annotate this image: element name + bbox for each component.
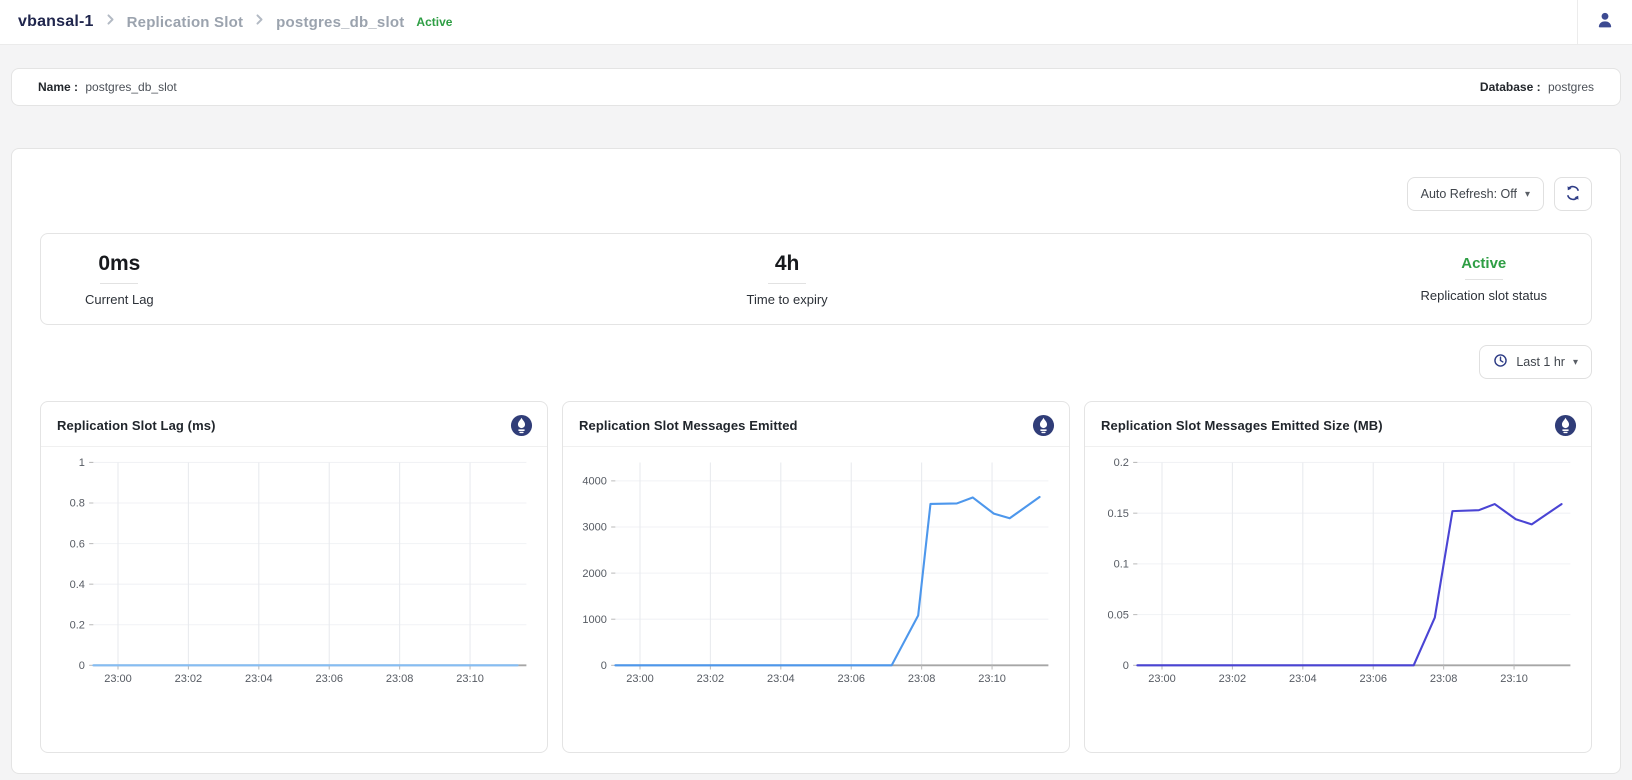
breadcrumb-cluster[interactable]: vbansal-1 — [18, 13, 94, 31]
stat-value: 0ms — [85, 252, 154, 276]
svg-text:23:08: 23:08 — [908, 673, 936, 685]
svg-text:0.8: 0.8 — [70, 498, 85, 510]
stat-value: 4h — [747, 252, 828, 276]
line-chart: 0 0.05 0.1 0.15 0.2 23:00 23:02 23:04 23:06 23:08… — [1089, 453, 1583, 693]
chart-header: Replication Slot Messages Emitted — [563, 402, 1069, 447]
svg-text:23:06: 23:06 — [1359, 673, 1387, 685]
svg-text:0.6: 0.6 — [70, 538, 85, 550]
svg-text:23:04: 23:04 — [767, 673, 795, 685]
chevron-right-icon — [253, 13, 266, 31]
svg-text:1: 1 — [79, 457, 85, 469]
divider — [1465, 279, 1503, 280]
svg-text:3000: 3000 — [582, 522, 607, 534]
metrics-panel: Auto Refresh: Off ▾ 0ms Current Lag 4h T… — [11, 148, 1621, 774]
chart-title: Replication Slot Messages Emitted Size (… — [1101, 418, 1383, 433]
user-icon — [1595, 10, 1615, 35]
stat-value: Active — [1421, 255, 1547, 272]
svg-text:23:08: 23:08 — [1430, 673, 1458, 685]
chart-replication-slot-lag: Replication Slot Lag (ms) 0 0.2 0.4 0.6 0.8 1… — [40, 401, 548, 753]
svg-text:0.2: 0.2 — [1114, 457, 1129, 469]
stat-current-lag: 0ms Current Lag — [85, 252, 154, 307]
svg-text:0.05: 0.05 — [1107, 609, 1128, 621]
stat-label: Current Lag — [85, 292, 154, 307]
slot-database: Database : postgres — [1480, 80, 1594, 94]
chart-title: Replication Slot Messages Emitted — [579, 418, 798, 433]
svg-text:0: 0 — [1123, 660, 1129, 672]
refresh-controls: Auto Refresh: Off ▾ — [40, 177, 1592, 211]
prometheus-icon[interactable] — [1554, 414, 1577, 437]
breadcrumb-section[interactable]: Replication Slot — [127, 14, 244, 31]
chart-messages-emitted-size: Replication Slot Messages Emitted Size (… — [1084, 401, 1592, 753]
svg-text:0.4: 0.4 — [70, 579, 85, 591]
svg-text:1000: 1000 — [582, 614, 607, 626]
chart-header: Replication Slot Messages Emitted Size (… — [1085, 402, 1591, 447]
line-chart: 0 1000 2000 3000 4000 23:00 23:02 23:04 23:06 23:… — [567, 453, 1061, 693]
slot-name-label: Name : — [38, 80, 78, 94]
caret-down-icon: ▾ — [1573, 357, 1578, 368]
svg-text:23:02: 23:02 — [697, 673, 725, 685]
svg-text:0: 0 — [601, 660, 607, 672]
clock-icon — [1493, 353, 1508, 371]
slot-name: Name : postgres_db_slot — [38, 80, 177, 94]
line-chart: 0 0.2 0.4 0.6 0.8 1 23:00 23:02 23:04 23:06 23:08 2… — [45, 453, 539, 693]
svg-text:23:04: 23:04 — [1289, 673, 1317, 685]
svg-text:4000: 4000 — [582, 476, 607, 488]
svg-text:23:00: 23:00 — [1148, 673, 1176, 685]
auto-refresh-label: Auto Refresh: Off — [1421, 187, 1517, 201]
breadcrumb-slot: postgres_db_slot — [276, 14, 404, 31]
svg-text:23:00: 23:00 — [626, 673, 654, 685]
time-range-label: Last 1 hr — [1516, 355, 1565, 369]
refresh-icon — [1565, 185, 1581, 204]
svg-text:2000: 2000 — [582, 568, 607, 580]
chart-plot: 0 0.05 0.1 0.15 0.2 23:00 23:02 23:04 23:06 23:08… — [1085, 447, 1591, 693]
stat-label: Replication slot status — [1421, 288, 1547, 303]
stat-time-to-expiry: 4h Time to expiry — [747, 252, 828, 307]
refresh-button[interactable] — [1554, 177, 1592, 211]
svg-text:0.1: 0.1 — [1114, 559, 1129, 571]
svg-text:23:00: 23:00 — [104, 673, 132, 685]
slot-name-value: postgres_db_slot — [85, 80, 176, 94]
divider — [100, 283, 138, 284]
chart-messages-emitted: Replication Slot Messages Emitted 0 1000 2… — [562, 401, 1070, 753]
top-bar: vbansal-1 Replication Slot postgres_db_s… — [0, 0, 1632, 45]
svg-text:0.2: 0.2 — [70, 619, 85, 631]
chart-title: Replication Slot Lag (ms) — [57, 418, 216, 433]
user-menu-button[interactable] — [1578, 10, 1632, 35]
stat-label: Time to expiry — [747, 292, 828, 307]
svg-text:23:10: 23:10 — [978, 673, 1006, 685]
slot-database-value: postgres — [1548, 80, 1594, 94]
chevron-right-icon — [104, 13, 117, 31]
slot-database-label: Database : — [1480, 80, 1541, 94]
svg-text:23:02: 23:02 — [1219, 673, 1247, 685]
divider — [768, 283, 806, 284]
svg-text:23:06: 23:06 — [837, 673, 865, 685]
charts-row: Replication Slot Lag (ms) 0 0.2 0.4 0.6 0.8 1… — [40, 401, 1592, 753]
auto-refresh-dropdown[interactable]: Auto Refresh: Off ▾ — [1407, 177, 1544, 211]
svg-text:23:10: 23:10 — [1500, 673, 1528, 685]
slot-summary-stats: 0ms Current Lag 4h Time to expiry Active… — [40, 233, 1592, 325]
top-bar-right — [1577, 0, 1632, 44]
stat-slot-status: Active Replication slot status — [1421, 255, 1547, 303]
chart-plot: 0 0.2 0.4 0.6 0.8 1 23:00 23:02 23:04 23:06 23:08 2… — [41, 447, 547, 693]
prometheus-icon[interactable] — [510, 414, 533, 437]
chart-plot: 0 1000 2000 3000 4000 23:00 23:02 23:04 23:06 23:… — [563, 447, 1069, 693]
slot-status-badge: Active — [416, 15, 452, 29]
svg-text:0: 0 — [79, 660, 85, 672]
time-range-row: Last 1 hr ▾ — [40, 345, 1592, 379]
prometheus-icon[interactable] — [1032, 414, 1055, 437]
svg-text:23:02: 23:02 — [175, 673, 203, 685]
svg-text:23:10: 23:10 — [456, 673, 484, 685]
breadcrumb: vbansal-1 Replication Slot postgres_db_s… — [0, 13, 452, 31]
slot-info-bar: Name : postgres_db_slot Database : postg… — [11, 68, 1621, 106]
svg-text:23:04: 23:04 — [245, 673, 273, 685]
chart-header: Replication Slot Lag (ms) — [41, 402, 547, 447]
svg-text:0.15: 0.15 — [1107, 508, 1128, 520]
svg-text:23:06: 23:06 — [315, 673, 343, 685]
svg-text:23:08: 23:08 — [386, 673, 414, 685]
time-range-dropdown[interactable]: Last 1 hr ▾ — [1479, 345, 1592, 379]
caret-down-icon: ▾ — [1525, 189, 1530, 200]
